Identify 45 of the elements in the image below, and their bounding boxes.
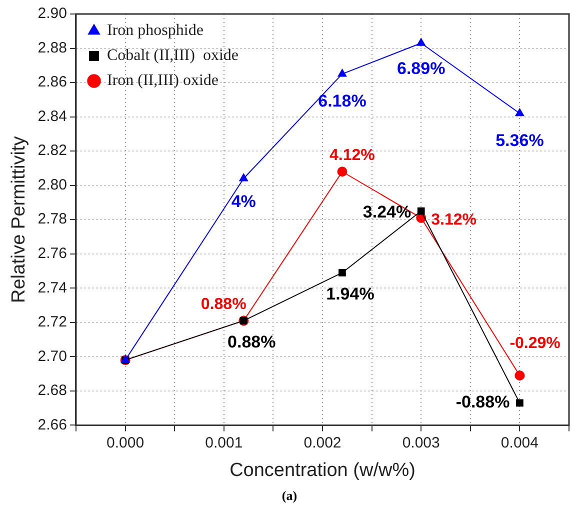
y-tick-label: 2.84 bbox=[38, 108, 67, 125]
point bbox=[417, 207, 425, 215]
y-tick-label: 2.90 bbox=[38, 5, 67, 22]
y-tick-label: 2.74 bbox=[38, 279, 67, 296]
legend-label: Cobalt (II,III) oxide bbox=[106, 47, 239, 64]
point bbox=[515, 108, 524, 116]
y-tick-label: 2.82 bbox=[38, 142, 67, 160]
y-tick-label: 2.86 bbox=[38, 74, 67, 91]
annotation: 6.18% bbox=[318, 92, 366, 111]
annotation: -0.29% bbox=[510, 334, 560, 352]
point bbox=[338, 269, 346, 276]
y-tick-label: 2.70 bbox=[38, 348, 67, 365]
y-tick-label: 2.76 bbox=[38, 245, 67, 262]
y-tick-label: 2.72 bbox=[38, 314, 67, 331]
x-axis-title: Concentration (w/w%) bbox=[230, 460, 416, 481]
x-tick-label: 0.003 bbox=[402, 434, 440, 452]
annotation: 3.24% bbox=[362, 202, 412, 222]
annotation: 5.36% bbox=[496, 131, 544, 150]
point bbox=[338, 68, 347, 77]
x-tick-label: 0.002 bbox=[304, 434, 342, 452]
x-tick-label: 0.001 bbox=[205, 434, 243, 452]
point bbox=[514, 370, 525, 381]
annotation: 4% bbox=[231, 192, 256, 212]
x-tick-label: 0.004 bbox=[500, 434, 538, 452]
annotation: 6.89% bbox=[396, 58, 446, 78]
y-tick-label: 2.78 bbox=[38, 210, 67, 228]
y-tick-label: 2.88 bbox=[38, 39, 67, 56]
point bbox=[416, 38, 426, 46]
annotation: 0.88% bbox=[200, 296, 246, 314]
y-tick-label: 2.68 bbox=[38, 382, 67, 400]
y-tick-label: 2.80 bbox=[38, 176, 67, 194]
legend-label: Iron (II,III) oxide bbox=[106, 72, 218, 90]
point bbox=[337, 166, 348, 177]
annotation: 1.94% bbox=[326, 284, 374, 304]
point bbox=[516, 399, 524, 407]
point bbox=[239, 173, 248, 182]
annotation: 0.88% bbox=[228, 332, 276, 352]
annotation: 4.12% bbox=[330, 147, 375, 164]
annotation: -0.88% bbox=[456, 392, 510, 412]
legend-label: Iron phosphide bbox=[106, 22, 204, 40]
y-axis-title: Relative Permittivity bbox=[8, 136, 30, 304]
text: (a) bbox=[280, 488, 298, 504]
annotation: 3.12% bbox=[431, 211, 476, 228]
y-tick-label: 2.66 bbox=[38, 416, 67, 434]
x-tick-label: 0.000 bbox=[106, 434, 144, 452]
